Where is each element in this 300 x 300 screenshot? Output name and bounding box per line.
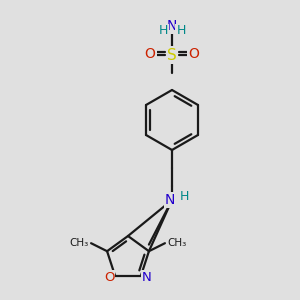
Text: N: N <box>165 193 175 207</box>
Text: O: O <box>145 47 155 61</box>
Text: CH₃: CH₃ <box>167 238 186 248</box>
Text: O: O <box>104 271 114 284</box>
Text: O: O <box>189 47 200 61</box>
Text: H: H <box>179 190 189 202</box>
Text: S: S <box>167 47 177 62</box>
Text: N: N <box>142 271 152 284</box>
Text: H: H <box>158 25 168 38</box>
Text: CH₃: CH₃ <box>70 238 89 248</box>
Text: H: H <box>176 25 186 38</box>
Text: N: N <box>167 19 177 33</box>
